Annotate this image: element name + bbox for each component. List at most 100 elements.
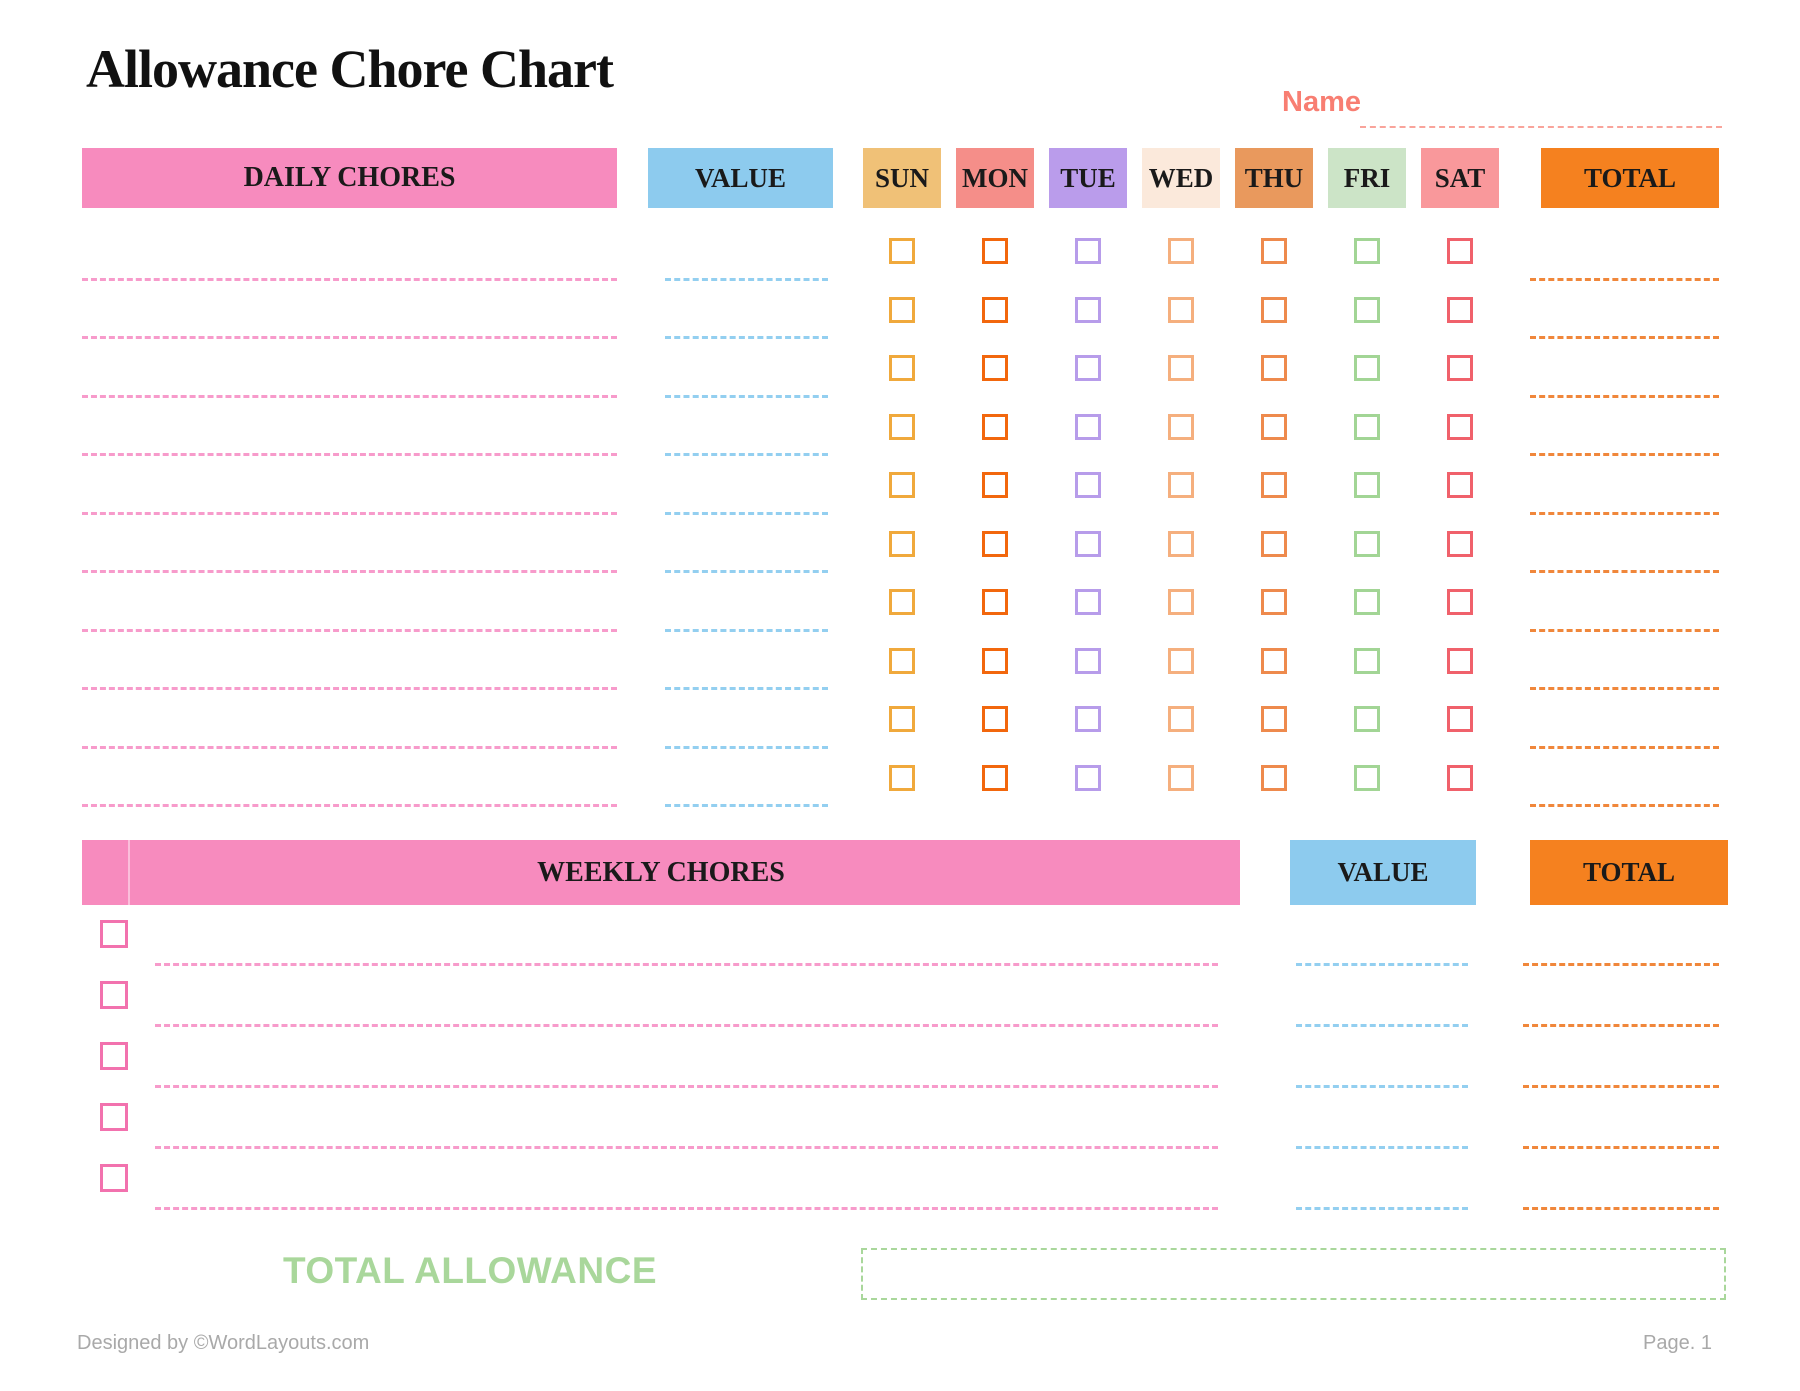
daily-checkbox-sat-row9[interactable] bbox=[1447, 706, 1473, 732]
daily-checkbox-sun-row4[interactable] bbox=[889, 413, 915, 440]
daily-checkbox-wed-row5[interactable] bbox=[1168, 472, 1194, 498]
daily-value-line-5[interactable] bbox=[665, 511, 828, 515]
daily-checkbox-fri-row1[interactable] bbox=[1354, 238, 1380, 264]
daily-checkbox-wed-row1[interactable] bbox=[1168, 238, 1194, 264]
daily-checkbox-mon-row2[interactable] bbox=[982, 296, 1008, 323]
daily-checkbox-mon-row5[interactable] bbox=[982, 472, 1008, 498]
daily-checkbox-thu-row3[interactable] bbox=[1261, 355, 1287, 381]
daily-chore-line-4[interactable] bbox=[82, 453, 617, 456]
daily-checkbox-thu-row6[interactable] bbox=[1261, 530, 1287, 557]
daily-checkbox-thu-row5[interactable] bbox=[1261, 472, 1287, 498]
daily-checkbox-fri-row6[interactable] bbox=[1354, 530, 1380, 557]
daily-total-line-10[interactable] bbox=[1530, 804, 1719, 807]
daily-checkbox-tue-row5[interactable] bbox=[1075, 472, 1101, 498]
daily-value-line-8[interactable] bbox=[665, 687, 828, 690]
daily-checkbox-tue-row2[interactable] bbox=[1075, 296, 1101, 323]
daily-checkbox-wed-row4[interactable] bbox=[1168, 413, 1194, 440]
daily-checkbox-fri-row5[interactable] bbox=[1354, 472, 1380, 498]
daily-checkbox-tue-row8[interactable] bbox=[1075, 647, 1101, 674]
daily-checkbox-wed-row7[interactable] bbox=[1168, 589, 1194, 615]
daily-checkbox-thu-row8[interactable] bbox=[1261, 647, 1287, 674]
daily-total-line-2[interactable] bbox=[1530, 336, 1719, 339]
daily-checkbox-mon-row4[interactable] bbox=[982, 413, 1008, 440]
daily-value-line-3[interactable] bbox=[665, 394, 828, 398]
daily-total-line-6[interactable] bbox=[1530, 570, 1719, 573]
daily-total-line-7[interactable] bbox=[1530, 628, 1719, 632]
daily-checkbox-sat-row4[interactable] bbox=[1447, 413, 1473, 440]
daily-checkbox-wed-row8[interactable] bbox=[1168, 647, 1194, 674]
daily-checkbox-fri-row3[interactable] bbox=[1354, 355, 1380, 381]
weekly-value-line-1[interactable] bbox=[1296, 963, 1468, 966]
daily-checkbox-sat-row6[interactable] bbox=[1447, 530, 1473, 557]
daily-checkbox-sun-row2[interactable] bbox=[889, 296, 915, 323]
weekly-value-line-4[interactable] bbox=[1296, 1146, 1468, 1149]
daily-checkbox-sat-row5[interactable] bbox=[1447, 472, 1473, 498]
daily-checkbox-tue-row10[interactable] bbox=[1075, 764, 1101, 791]
daily-checkbox-mon-row1[interactable] bbox=[982, 238, 1008, 264]
daily-chore-line-6[interactable] bbox=[82, 570, 617, 573]
daily-total-line-3[interactable] bbox=[1530, 394, 1719, 398]
daily-checkbox-mon-row8[interactable] bbox=[982, 647, 1008, 674]
daily-value-line-10[interactable] bbox=[665, 804, 828, 807]
daily-checkbox-fri-row9[interactable] bbox=[1354, 706, 1380, 732]
daily-value-line-6[interactable] bbox=[665, 570, 828, 573]
weekly-chore-line-1[interactable] bbox=[155, 963, 1218, 966]
weekly-checkbox-row3[interactable] bbox=[100, 1042, 128, 1070]
daily-checkbox-wed-row2[interactable] bbox=[1168, 296, 1194, 323]
daily-chore-line-5[interactable] bbox=[82, 511, 617, 515]
weekly-total-line-3[interactable] bbox=[1523, 1085, 1719, 1088]
daily-checkbox-wed-row6[interactable] bbox=[1168, 530, 1194, 557]
daily-chore-line-3[interactable] bbox=[82, 394, 617, 398]
weekly-chore-line-4[interactable] bbox=[155, 1146, 1218, 1149]
daily-total-line-4[interactable] bbox=[1530, 453, 1719, 456]
daily-checkbox-sun-row5[interactable] bbox=[889, 472, 915, 498]
daily-checkbox-thu-row10[interactable] bbox=[1261, 764, 1287, 791]
daily-checkbox-tue-row4[interactable] bbox=[1075, 413, 1101, 440]
daily-checkbox-thu-row9[interactable] bbox=[1261, 706, 1287, 732]
daily-checkbox-sat-row3[interactable] bbox=[1447, 355, 1473, 381]
daily-checkbox-mon-row10[interactable] bbox=[982, 764, 1008, 791]
daily-value-line-1[interactable] bbox=[665, 277, 828, 281]
daily-checkbox-sun-row10[interactable] bbox=[889, 764, 915, 791]
weekly-checkbox-row5[interactable] bbox=[100, 1164, 128, 1192]
weekly-value-line-2[interactable] bbox=[1296, 1024, 1468, 1027]
total-allowance-input-box[interactable] bbox=[861, 1248, 1726, 1300]
weekly-total-line-2[interactable] bbox=[1523, 1024, 1719, 1027]
daily-checkbox-sun-row7[interactable] bbox=[889, 589, 915, 615]
daily-checkbox-sat-row1[interactable] bbox=[1447, 238, 1473, 264]
daily-checkbox-tue-row7[interactable] bbox=[1075, 589, 1101, 615]
weekly-chore-line-5[interactable] bbox=[155, 1207, 1218, 1210]
daily-value-line-7[interactable] bbox=[665, 628, 828, 632]
daily-checkbox-fri-row4[interactable] bbox=[1354, 413, 1380, 440]
daily-checkbox-wed-row9[interactable] bbox=[1168, 706, 1194, 732]
daily-checkbox-sat-row2[interactable] bbox=[1447, 296, 1473, 323]
daily-chore-line-10[interactable] bbox=[82, 804, 617, 807]
daily-total-line-9[interactable] bbox=[1530, 745, 1719, 749]
daily-checkbox-fri-row10[interactable] bbox=[1354, 764, 1380, 791]
daily-checkbox-thu-row1[interactable] bbox=[1261, 238, 1287, 264]
daily-value-line-4[interactable] bbox=[665, 453, 828, 456]
daily-checkbox-sun-row3[interactable] bbox=[889, 355, 915, 381]
daily-checkbox-fri-row2[interactable] bbox=[1354, 296, 1380, 323]
daily-checkbox-tue-row9[interactable] bbox=[1075, 706, 1101, 732]
daily-checkbox-tue-row3[interactable] bbox=[1075, 355, 1101, 381]
daily-checkbox-thu-row7[interactable] bbox=[1261, 589, 1287, 615]
daily-total-line-8[interactable] bbox=[1530, 687, 1719, 690]
name-input-line[interactable] bbox=[1360, 96, 1722, 128]
weekly-chore-line-3[interactable] bbox=[155, 1085, 1218, 1088]
daily-chore-line-7[interactable] bbox=[82, 628, 617, 632]
daily-checkbox-mon-row3[interactable] bbox=[982, 355, 1008, 381]
weekly-total-line-5[interactable] bbox=[1523, 1207, 1719, 1210]
daily-checkbox-wed-row10[interactable] bbox=[1168, 764, 1194, 791]
daily-value-line-2[interactable] bbox=[665, 336, 828, 339]
weekly-total-line-4[interactable] bbox=[1523, 1146, 1719, 1149]
daily-checkbox-sun-row9[interactable] bbox=[889, 706, 915, 732]
weekly-checkbox-row1[interactable] bbox=[100, 920, 128, 948]
daily-checkbox-sat-row10[interactable] bbox=[1447, 764, 1473, 791]
weekly-total-line-1[interactable] bbox=[1523, 963, 1719, 966]
daily-chore-line-8[interactable] bbox=[82, 687, 617, 690]
daily-checkbox-sun-row6[interactable] bbox=[889, 530, 915, 557]
daily-checkbox-mon-row6[interactable] bbox=[982, 530, 1008, 557]
daily-checkbox-wed-row3[interactable] bbox=[1168, 355, 1194, 381]
weekly-chore-line-2[interactable] bbox=[155, 1024, 1218, 1027]
